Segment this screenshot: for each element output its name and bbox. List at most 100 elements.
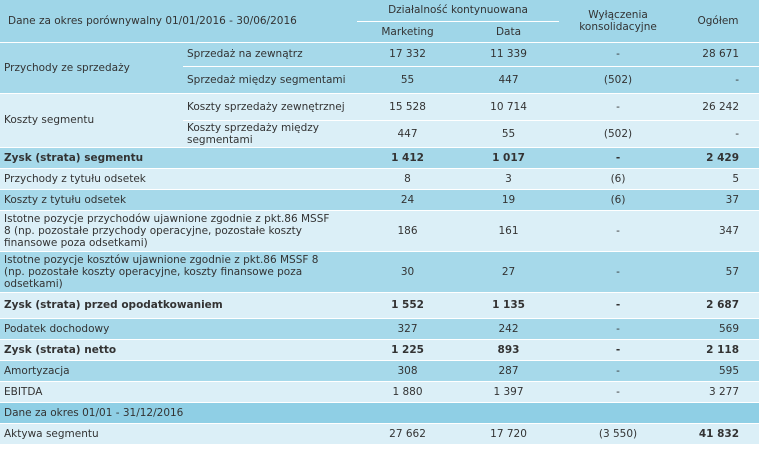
cell-elim: (502) bbox=[603, 127, 633, 140]
cell-total: 347 bbox=[718, 224, 740, 237]
row-label: Przychody z tytułu odsetek bbox=[4, 172, 146, 185]
cell-data: 27 bbox=[501, 265, 516, 278]
table-row: Przychody ze sprzedaży Sprzedaż na zewną… bbox=[0, 42, 759, 74]
table-row: Istotne pozycje przychodów ujawnione zgo… bbox=[0, 210, 759, 251]
cell-marketing: 15 528 bbox=[389, 100, 426, 113]
row-label: Zysk (strata) segmentu bbox=[4, 151, 144, 164]
cell-elim: - bbox=[615, 151, 621, 164]
cell-marketing: 8 bbox=[404, 172, 411, 185]
sub-label: Koszty sprzedaży między segmentami bbox=[187, 121, 320, 146]
cell-total: 2 687 bbox=[706, 299, 740, 311]
table-row: Amortyzacja 308 287 - 595 bbox=[0, 360, 759, 381]
cell-marketing: 27 662 bbox=[389, 427, 426, 440]
cell-marketing: 1 412 bbox=[391, 151, 424, 164]
cell-elim: (6) bbox=[610, 172, 626, 185]
cell-data: 55 bbox=[501, 127, 516, 140]
row-label: Koszty segmentu bbox=[4, 114, 95, 126]
row-label: Zysk (strata) netto bbox=[4, 343, 117, 356]
cell-elim: - bbox=[616, 322, 620, 335]
eliminations-header: Wyłączenia konsolidacyjne bbox=[579, 8, 657, 33]
cell-total: 3 277 bbox=[708, 385, 740, 398]
cell-marketing: 447 bbox=[397, 127, 418, 140]
cell-data: 161 bbox=[498, 224, 519, 237]
cell-marketing: 55 bbox=[400, 73, 415, 86]
cell-total: 37 bbox=[725, 193, 740, 206]
sub-label: Sprzedaż na zewnątrz bbox=[187, 48, 303, 60]
header-row-1: Dane za okres porównywalny 01/01/2016 - … bbox=[0, 0, 759, 33]
period-label: Dane za okres porównywalny 01/01/2016 - … bbox=[8, 14, 297, 27]
row-label: Koszty z tytułu odsetek bbox=[4, 193, 127, 206]
cell-data: 10 714 bbox=[490, 100, 527, 113]
cell-total: 2 118 bbox=[706, 343, 740, 356]
marketing-header: Marketing bbox=[381, 25, 434, 38]
table-row: EBITDA 1 880 1 397 - 3 277 bbox=[0, 381, 759, 402]
cell-data: 3 bbox=[505, 172, 512, 185]
cell-elim: - bbox=[615, 343, 621, 356]
cell-total: 595 bbox=[718, 364, 740, 377]
cell-marketing: 1 552 bbox=[391, 299, 424, 311]
cell-elim: - bbox=[616, 385, 620, 398]
cell-total: 41 832 bbox=[698, 427, 740, 440]
row-label: Aktywa segmentu bbox=[4, 427, 99, 440]
cell-marketing: 308 bbox=[397, 364, 418, 377]
table-row: Przychody z tytułu odsetek 8 3 (6) 5 bbox=[0, 168, 759, 189]
cell-elim: - bbox=[616, 48, 620, 60]
row-label: Przychody ze sprzedaży bbox=[4, 61, 130, 74]
row-label: Istotne pozycje przychodów ujawnione zgo… bbox=[4, 212, 330, 249]
row-label: Amortyzacja bbox=[4, 364, 70, 377]
cell-elim: (3 550) bbox=[598, 427, 638, 440]
cell-marketing: 30 bbox=[400, 265, 415, 278]
cell-data: 893 bbox=[497, 343, 520, 356]
row-label: Zysk (strata) przed opodatkowaniem bbox=[4, 299, 223, 311]
cell-data: 242 bbox=[498, 322, 519, 335]
cell-data: 19 bbox=[501, 193, 516, 206]
table-row: Aktywa segmentu 27 662 17 720 (3 550) 41… bbox=[0, 423, 759, 444]
cell-total: 28 671 bbox=[702, 48, 740, 60]
cell-elim: (502) bbox=[603, 73, 633, 86]
cell-elim: - bbox=[616, 100, 620, 113]
cell-marketing: 1 880 bbox=[392, 385, 423, 398]
cell-total: 26 242 bbox=[702, 100, 740, 113]
cell-data: 1 397 bbox=[493, 385, 524, 398]
table-row: Zysk (strata) netto 1 225 893 - 2 118 bbox=[0, 339, 759, 360]
cell-total: 57 bbox=[725, 265, 740, 278]
cell-marketing: 1 225 bbox=[391, 343, 424, 356]
table-row: Podatek dochodowy 327 242 - 569 bbox=[0, 318, 759, 339]
cell-elim: - bbox=[615, 299, 621, 311]
table-row: Koszty z tytułu odsetek 24 19 (6) 37 bbox=[0, 189, 759, 210]
table-row: Zysk (strata) segmentu 1 412 1 017 - 2 4… bbox=[0, 147, 759, 168]
cell-elim: - bbox=[616, 224, 620, 237]
row-label: Podatek dochodowy bbox=[4, 322, 110, 335]
cell-data: 447 bbox=[498, 73, 519, 86]
sub-label: Sprzedaż między segmentami bbox=[187, 73, 346, 86]
cell-data: 11 339 bbox=[490, 48, 527, 60]
section-label: Dane za okres 01/01 - 31/12/2016 bbox=[4, 406, 184, 419]
data-header: Data bbox=[495, 25, 522, 38]
table-row: Zysk (strata) przed opodatkowaniem 1 552… bbox=[0, 292, 759, 318]
cell-elim: - bbox=[616, 265, 620, 278]
cell-data: 1 135 bbox=[492, 299, 525, 311]
cell-total: 5 bbox=[732, 172, 740, 185]
row-label: Istotne pozycje kosztów ujawnione zgodni… bbox=[4, 253, 319, 290]
cell-marketing: 327 bbox=[397, 322, 418, 335]
cell-total: 569 bbox=[718, 322, 740, 335]
row-label: EBITDA bbox=[4, 385, 43, 398]
cell-marketing: 186 bbox=[397, 224, 418, 237]
cell-elim: - bbox=[616, 364, 620, 377]
cell-elim: (6) bbox=[610, 193, 626, 206]
sub-label: Koszty sprzedaży zewnętrznej bbox=[187, 100, 345, 113]
cell-total: - bbox=[735, 73, 740, 86]
total-header: Ogółem bbox=[697, 14, 739, 27]
cell-total: 2 429 bbox=[706, 151, 740, 164]
section-header-row: Dane za okres 01/01 - 31/12/2016 bbox=[0, 402, 759, 423]
cell-marketing: 17 332 bbox=[389, 48, 426, 60]
table-row: Istotne pozycje kosztów ujawnione zgodni… bbox=[0, 251, 759, 292]
cell-marketing: 24 bbox=[400, 193, 415, 206]
continuing-ops-header: Działalność kontynuowana bbox=[388, 4, 528, 17]
cell-data: 17 720 bbox=[490, 427, 527, 440]
cell-data: 287 bbox=[498, 364, 519, 377]
cell-total: - bbox=[735, 127, 740, 140]
cell-data: 1 017 bbox=[492, 151, 525, 164]
table-row: Koszty segmentu Koszty sprzedaży zewnętr… bbox=[0, 93, 759, 126]
